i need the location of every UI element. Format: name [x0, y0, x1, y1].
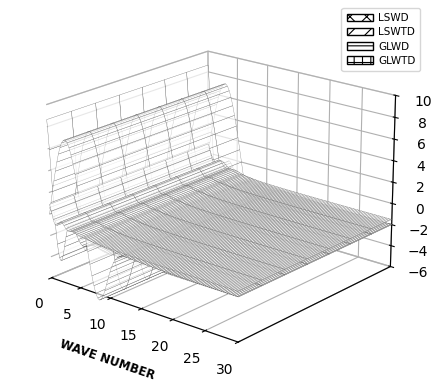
Legend: LSWD, LSWTD, GLWD, GLWTD: LSWD, LSWTD, GLWD, GLWTD [342, 8, 421, 71]
X-axis label: WAVE NUMBER: WAVE NUMBER [58, 338, 156, 383]
